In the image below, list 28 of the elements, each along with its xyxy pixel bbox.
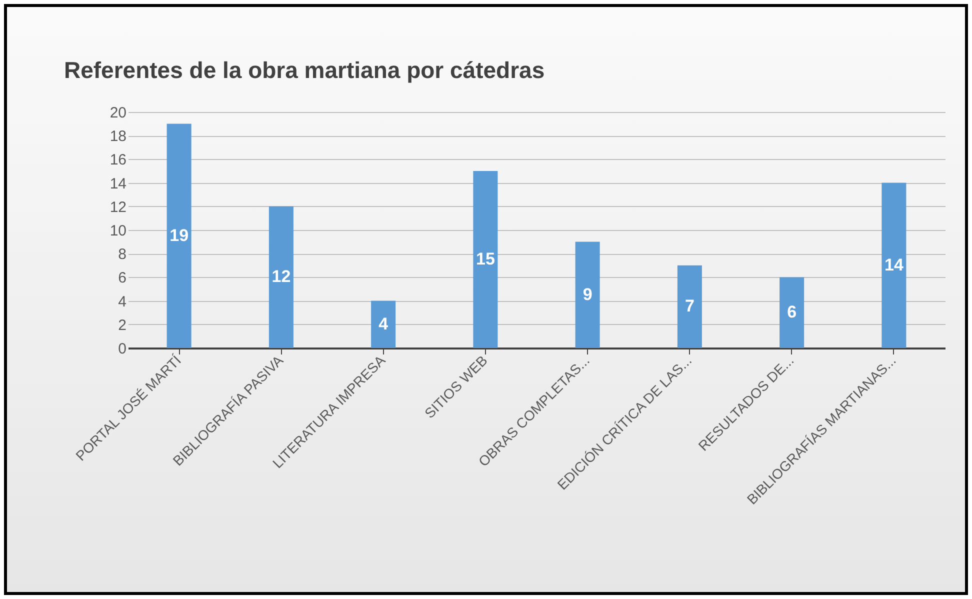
data-label: 7	[684, 296, 694, 316]
bar	[473, 171, 498, 348]
bar	[677, 265, 702, 348]
y-tick-label: 2	[118, 316, 126, 334]
bar	[166, 124, 192, 348]
y-tick-label: 8	[118, 246, 126, 264]
chart-title: Referentes de la obra martiana por cátedras	[64, 57, 545, 83]
y-tick-label: 20	[110, 104, 126, 122]
data-label: 15	[476, 250, 495, 268]
data-label: 9	[582, 284, 592, 304]
bar	[780, 277, 804, 348]
y-tick-label: 14	[110, 175, 126, 192]
bar	[882, 182, 906, 348]
y-tick-label: 12	[110, 198, 126, 216]
y-tick-label: 10	[110, 222, 126, 240]
bar	[575, 242, 600, 348]
data-label: 4	[378, 314, 389, 334]
data-label: 19	[170, 226, 189, 245]
data-label: 12	[272, 267, 291, 286]
y-tick-label: 16	[110, 152, 126, 169]
bar	[268, 206, 294, 348]
data-label: 6	[787, 302, 797, 322]
y-tick-label: 6	[118, 270, 126, 287]
bar	[371, 300, 396, 348]
data-label: 14	[884, 255, 904, 274]
y-tick-label: 4	[118, 293, 126, 310]
y-tick-label: 18	[110, 128, 126, 146]
y-tick-label: 0	[118, 340, 126, 358]
